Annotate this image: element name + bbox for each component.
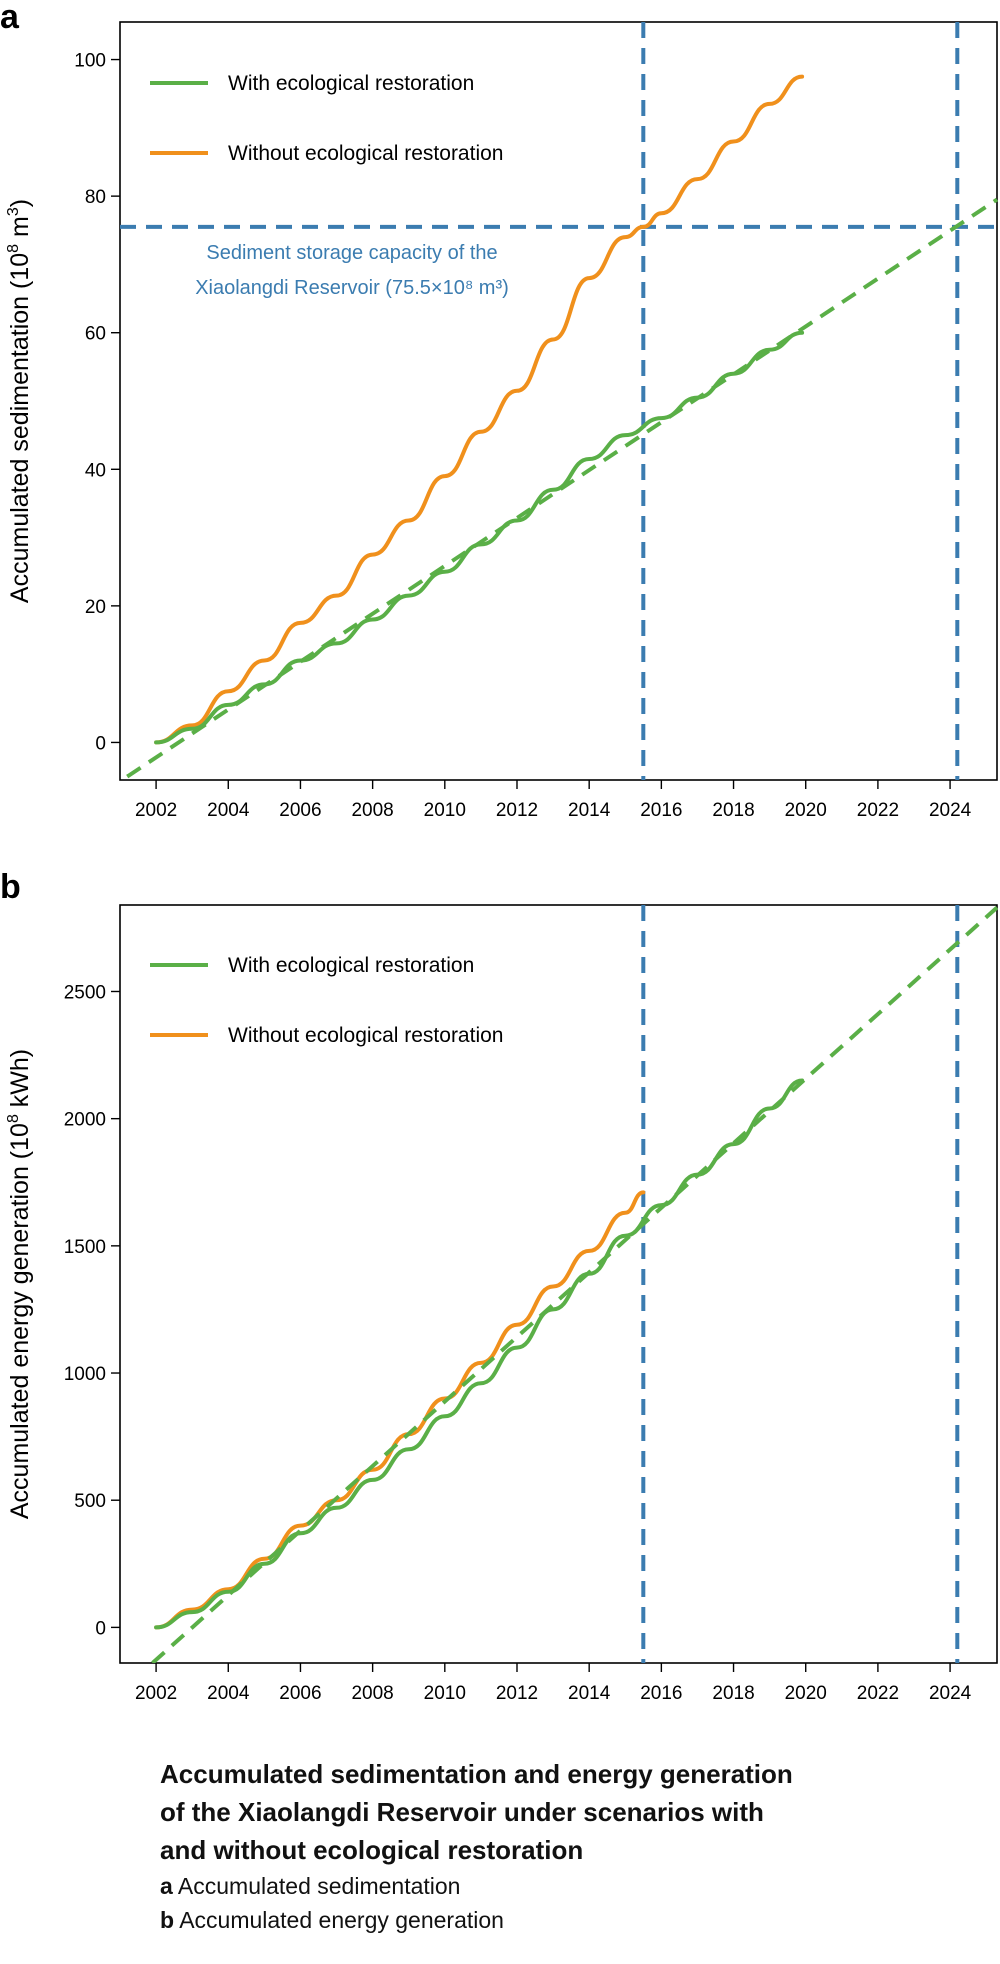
caption-item-b: b Accumulated energy generation [160, 1903, 960, 1937]
annotation-line-1: Sediment storage capacity of the [206, 242, 497, 264]
y-tick-label: 0 [95, 733, 106, 754]
caption-item-a: a Accumulated sedimentation [160, 1869, 960, 1903]
series-line-without [154, 74, 805, 745]
series-a [126, 74, 998, 779]
x-tick-label: 2012 [496, 800, 538, 821]
x-ticks-b: 2002 2004 2006 2008 2010 2012 2014 2016 2018 2020… [135, 1663, 972, 1704]
x-tick-label: 2014 [568, 800, 611, 821]
y-tick-label: 0 [95, 1618, 106, 1639]
caption-title-line-1: Accumulated sedimentation and energy gen… [160, 1759, 793, 1789]
y-tick-label: 2500 [64, 982, 106, 1003]
x-tick-label: 2002 [135, 1683, 177, 1704]
reference-lines-b [641, 905, 960, 1663]
panel-letter-b: b [0, 868, 21, 906]
x-tick-label: 2014 [568, 1683, 611, 1704]
trend-line [126, 197, 998, 779]
caption-title-line-2: of the Xiaolangdi Reservoir under scenar… [160, 1797, 764, 1827]
annotation-line-2: Xiaolangdi Reservoir (75.5×10⁸ m³) [195, 277, 509, 299]
plot-frame-b [119, 904, 998, 1664]
y-tick-label: 500 [74, 1491, 106, 1512]
y-tick-label: 1000 [64, 1364, 106, 1385]
x-tick-label: 2010 [424, 1683, 466, 1704]
x-tick-label: 2022 [857, 800, 899, 821]
series-line-with [154, 330, 805, 745]
legend-label-with-b: With ecological restoration [228, 954, 474, 977]
x-tick-label: 2012 [496, 1683, 538, 1704]
caption-letter-b: b [160, 1907, 175, 1933]
y-axis-label-b: Accumulated energy generation (108 kWh) [5, 1049, 34, 1519]
y-axis-label-a: Accumulated sedimentation (108 m3) [5, 199, 34, 603]
y-ticks-a: 0 20 40 60 80 100 [74, 51, 120, 754]
x-tick-label: 2010 [424, 800, 466, 821]
x-tick-label: 2016 [640, 800, 682, 821]
y-tick-label: 20 [85, 597, 106, 618]
legend-a: With ecological restoration Without ecol… [150, 72, 503, 165]
y-tick-label: 1500 [64, 1237, 106, 1258]
series-b [151, 906, 998, 1663]
x-tick-label: 2002 [135, 800, 177, 821]
caption-title-line-3: and without ecological restoration [160, 1835, 584, 1865]
x-tick-label: 2008 [351, 800, 393, 821]
y-tick-label: 80 [85, 187, 106, 208]
x-tick-label: 2004 [207, 800, 250, 821]
y-tick-label: 60 [85, 324, 106, 345]
x-tick-label: 2018 [712, 800, 754, 821]
trend-line [151, 906, 998, 1663]
y-ticks-b: 0 500 1000 1500 2000 2500 [64, 982, 120, 1639]
x-tick-label: 2022 [857, 1683, 899, 1704]
x-tick-label: 2004 [207, 1683, 250, 1704]
series-line-without [154, 1190, 646, 1630]
panel-letter-a: a [0, 0, 20, 36]
x-tick-label: 2006 [279, 1683, 321, 1704]
y-tick-label: 2000 [64, 1110, 106, 1131]
caption-text-a: Accumulated sedimentation [177, 1873, 461, 1899]
figure-caption: Accumulated sedimentation and energy gen… [160, 1755, 960, 1937]
plot-frame-a [119, 21, 998, 781]
caption-text-b: Accumulated energy generation [179, 1907, 504, 1933]
x-tick-label: 2006 [279, 800, 321, 821]
x-tick-label: 2016 [640, 1683, 682, 1704]
legend-label-without-a: Without ecological restoration [228, 142, 503, 165]
series-line-with [154, 1078, 805, 1630]
x-tick-label: 2008 [351, 1683, 393, 1704]
legend-label-without-b: Without ecological restoration [228, 1024, 503, 1047]
caption-letter-a: a [160, 1873, 173, 1899]
x-tick-label: 2020 [785, 800, 827, 821]
y-tick-label: 40 [85, 460, 106, 481]
y-tick-label: 100 [74, 51, 106, 72]
reference-lines-a [120, 22, 997, 780]
x-ticks-a: 2002 2004 2006 2008 2010 2012 2014 2016 2018 2020… [135, 780, 972, 821]
x-tick-label: 2024 [929, 1683, 972, 1704]
x-tick-label: 2018 [712, 1683, 754, 1704]
legend-label-with-a: With ecological restoration [228, 72, 474, 95]
x-tick-label: 2020 [785, 1683, 827, 1704]
legend-b: With ecological restoration Without ecol… [150, 954, 503, 1047]
x-tick-label: 2024 [929, 800, 972, 821]
